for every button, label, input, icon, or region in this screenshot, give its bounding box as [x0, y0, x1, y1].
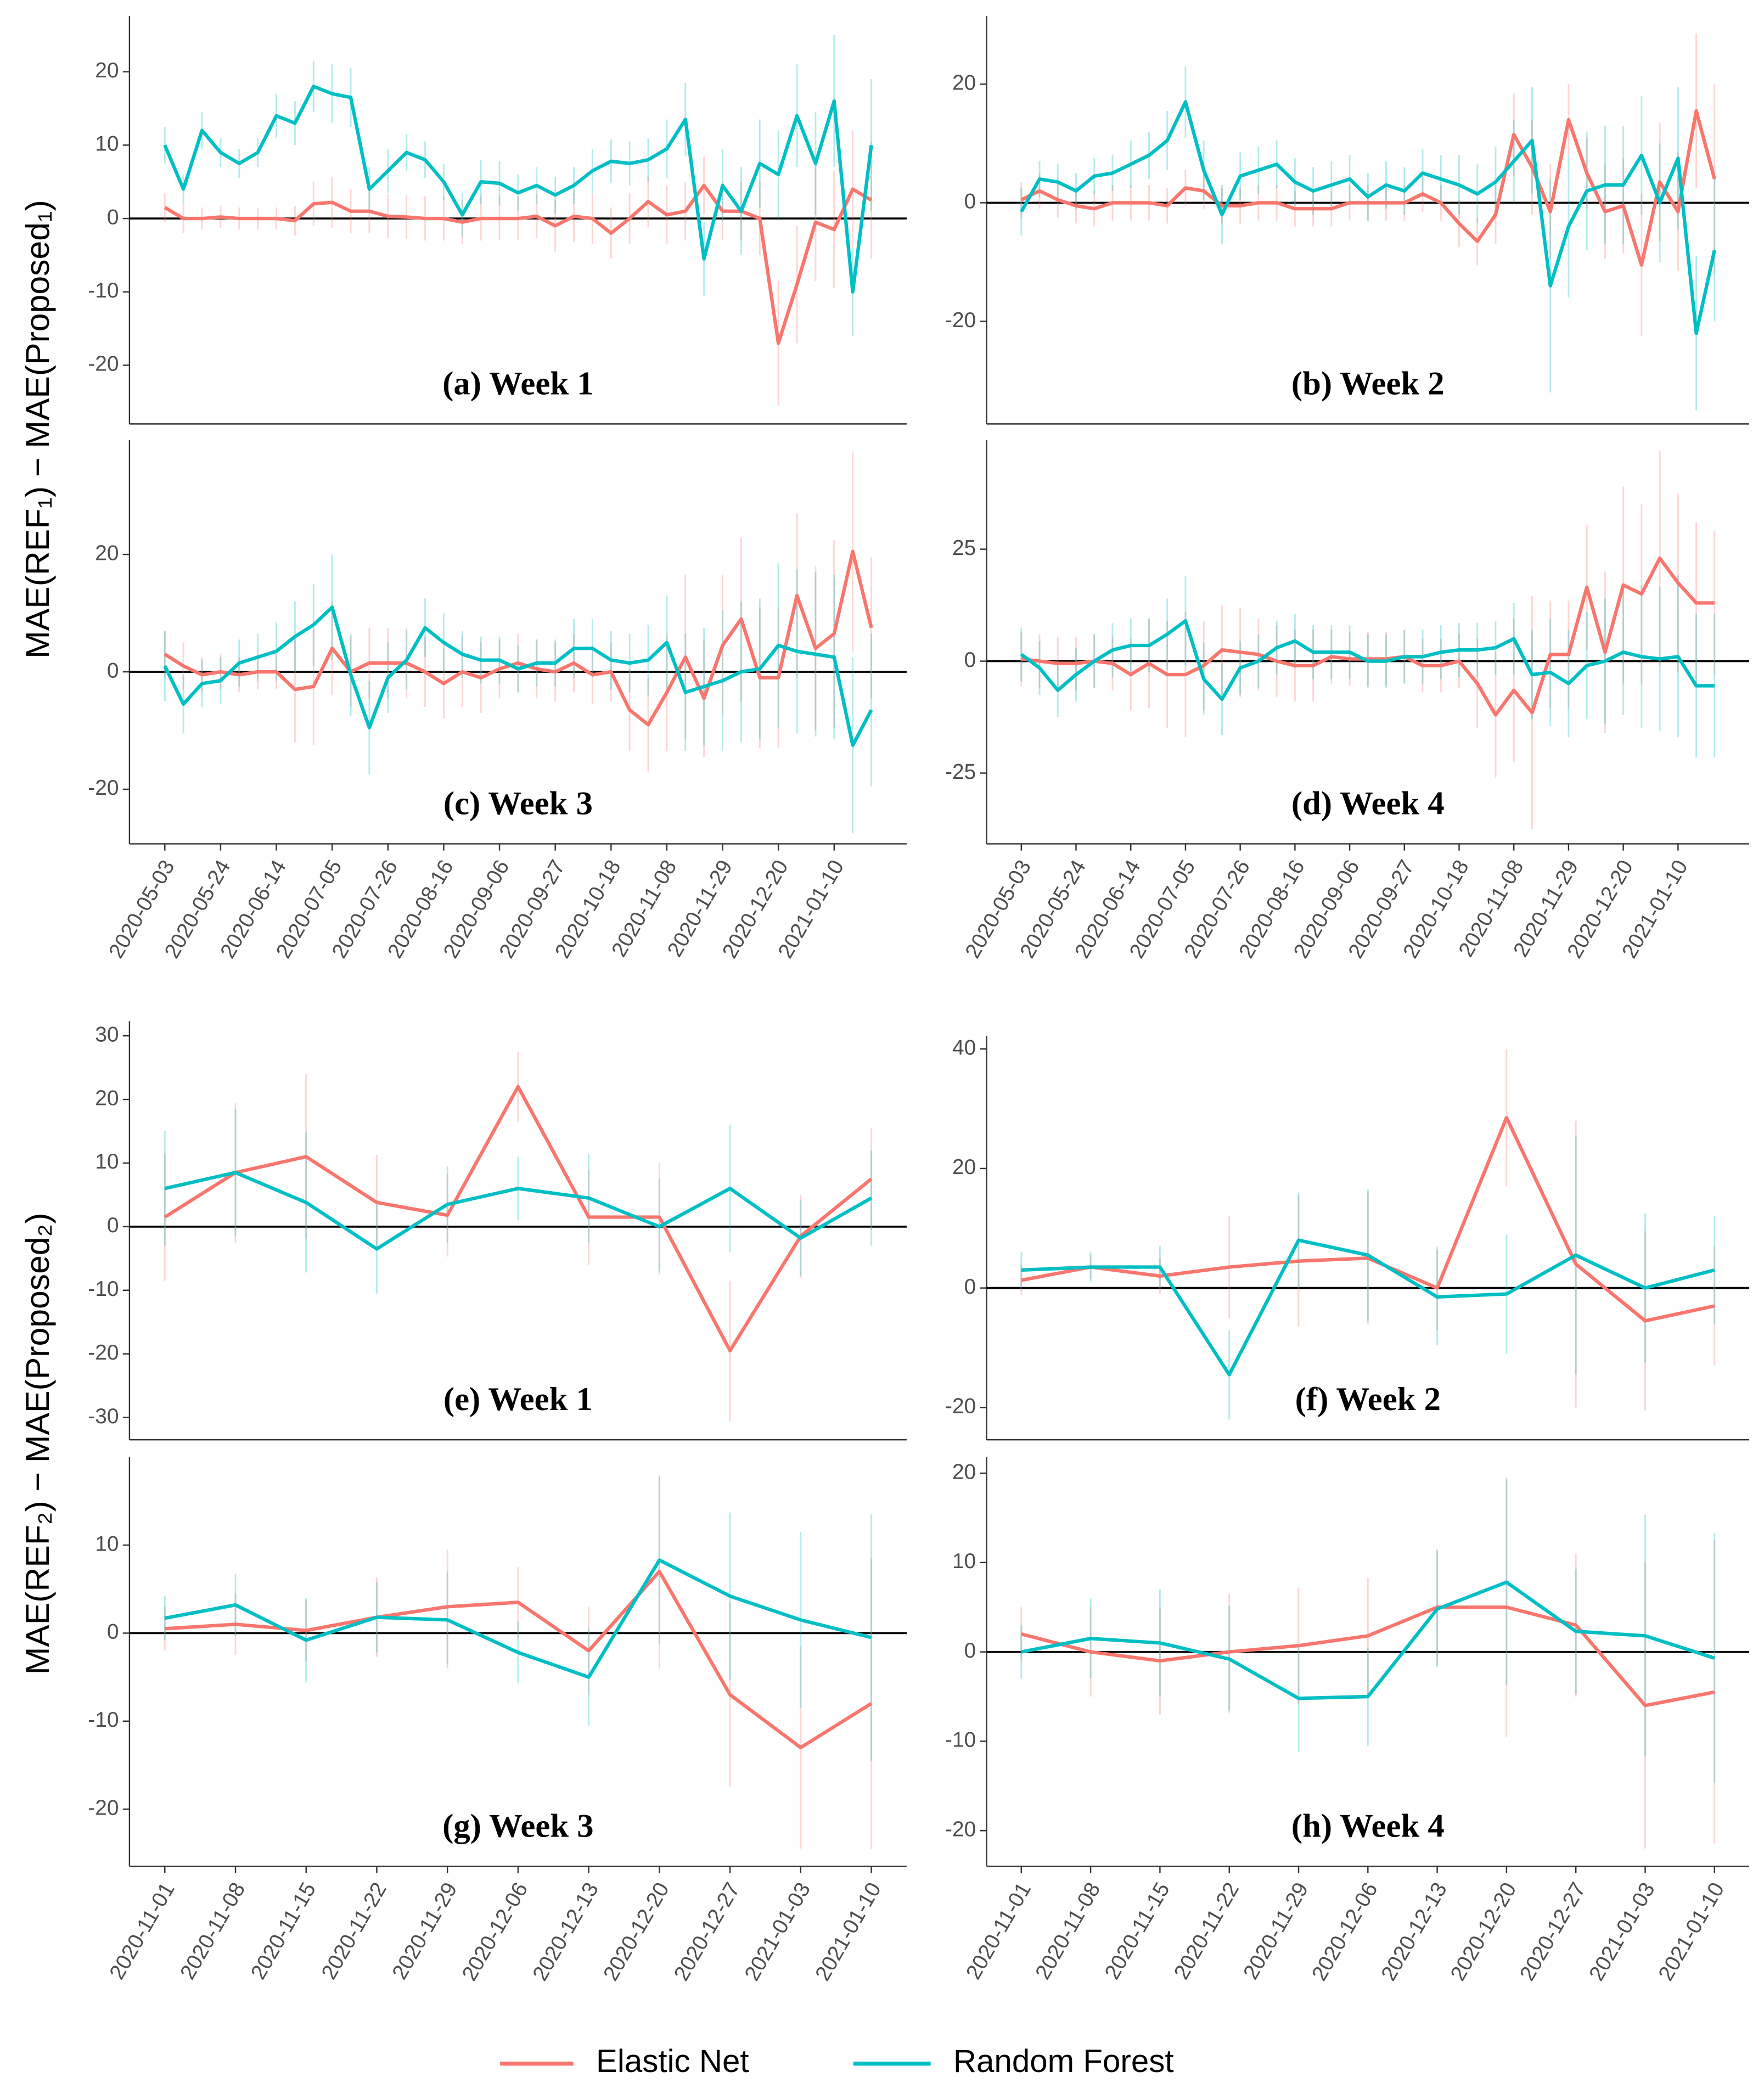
x-tick-label: 2020-12-06: [1307, 1879, 1383, 1985]
x-tick-label: 2021-01-03: [1585, 1879, 1660, 1985]
y-tick-label: 20: [952, 1460, 976, 1484]
series-line: [1021, 1605, 1715, 1708]
y-tick-label: -20: [945, 308, 976, 332]
y-tick-label: 0: [964, 648, 976, 672]
series-line: [164, 549, 873, 727]
y-axis-label: MAE(REF₁) − MAE(Proposed₁): [19, 200, 56, 659]
x-tick-label: 2020-11-22: [1170, 1879, 1244, 1984]
series-line: [163, 605, 873, 747]
y-tick-label: 10: [95, 132, 119, 156]
y-tick-label: -20: [945, 1818, 976, 1841]
y-tick-label: 0: [107, 1620, 119, 1644]
y-axis-label: MAE(REF₂) − MAE(Proposed₂): [19, 1213, 56, 1675]
y-tick-label: 25: [952, 536, 976, 560]
legend-label: Random Forest: [953, 2043, 1174, 2079]
y-tick-label: 10: [952, 1549, 976, 1573]
panel-title: (f) Week 2: [1295, 1381, 1441, 1418]
x-tick-label: 2020-11-15: [246, 1879, 321, 1984]
x-tick-label: 2021-01-10: [811, 1879, 886, 1985]
y-tick-label: 20: [95, 1086, 119, 1110]
panel-title: (h) Week 4: [1291, 1807, 1445, 1844]
series-line: [1021, 1116, 1715, 1323]
y-tick-label: 10: [95, 1150, 119, 1173]
y-tick-label: 30: [95, 1023, 119, 1046]
panel-title: (g) Week 3: [442, 1807, 593, 1844]
y-tick-label: 0: [964, 1275, 976, 1299]
x-tick-label: 2020-12-06: [458, 1879, 533, 1985]
y-tick-label: -30: [88, 1405, 119, 1428]
y-tick-label: 0: [964, 1639, 976, 1663]
legend-label: Elastic Net: [596, 2043, 749, 2079]
panel-title: (e) Week 1: [443, 1381, 593, 1418]
y-tick-label: 0: [107, 1214, 119, 1237]
y-tick-label: -10: [945, 1728, 976, 1752]
y-tick-label: 20: [95, 541, 119, 565]
series-line: [164, 1171, 873, 1251]
y-tick-label: -25: [945, 760, 976, 784]
y-tick-label: -10: [88, 1708, 119, 1732]
x-tick-label: 2020-12-20: [1446, 1879, 1521, 1985]
panel-title: (a) Week 1: [442, 365, 593, 402]
x-tick-label: 2020-11-29: [1239, 1879, 1313, 1984]
y-tick-label: -20: [88, 1341, 119, 1364]
series-line: [164, 183, 873, 345]
series-line: [1020, 619, 1715, 701]
x-tick-label: 2021-01-10: [1654, 1879, 1729, 1985]
y-tick-label: 40: [952, 1036, 976, 1059]
x-tick-label: 2020-11-08: [176, 1879, 250, 1984]
y-tick-label: 20: [952, 71, 976, 95]
series-line: [164, 1558, 872, 1679]
x-tick-label: 2020-11-29: [387, 1879, 462, 1984]
y-tick-label: 0: [107, 205, 119, 229]
y-tick-label: 0: [964, 190, 976, 214]
series-line: [1021, 1580, 1715, 1700]
y-tick-label: -20: [88, 776, 119, 800]
y-tick-label: -10: [88, 279, 119, 302]
y-tick-label: 10: [95, 1532, 119, 1555]
series-line: [163, 85, 873, 294]
x-tick-label: 2020-12-20: [599, 1879, 674, 1985]
y-tick-label: -20: [88, 1796, 119, 1820]
y-tick-label: 0: [107, 659, 119, 682]
x-tick-label: 2020-12-27: [670, 1879, 745, 1985]
x-tick-label: 2020-11-01: [105, 1879, 179, 1984]
x-tick-label: 2020-11-01: [962, 1879, 1036, 1984]
series-line: [164, 1085, 873, 1353]
x-tick-label: 2020-12-13: [1377, 1879, 1452, 1985]
x-tick-label: 2020-12-13: [528, 1879, 603, 1985]
y-tick-label: -20: [945, 1395, 976, 1418]
panel-title: (d) Week 4: [1291, 785, 1445, 822]
x-tick-label: 2021-01-03: [740, 1879, 816, 1985]
y-tick-label: 20: [952, 1155, 976, 1179]
series-line: [1020, 100, 1716, 335]
x-tick-label: 2020-11-15: [1100, 1879, 1175, 1984]
y-tick-label: 20: [95, 59, 119, 82]
series-line: [1021, 1238, 1715, 1377]
series-line: [1021, 556, 1715, 717]
panel-title: (c) Week 3: [443, 785, 593, 822]
y-tick-label: -20: [88, 352, 119, 376]
panel-title: (b) Week 2: [1291, 365, 1445, 402]
x-tick-label: 2020-11-08: [1031, 1879, 1105, 1984]
x-tick-label: 2020-11-22: [317, 1879, 391, 1984]
series-line: [1020, 109, 1716, 267]
y-tick-label: -10: [88, 1277, 119, 1301]
x-tick-label: 2020-12-27: [1515, 1879, 1591, 1985]
